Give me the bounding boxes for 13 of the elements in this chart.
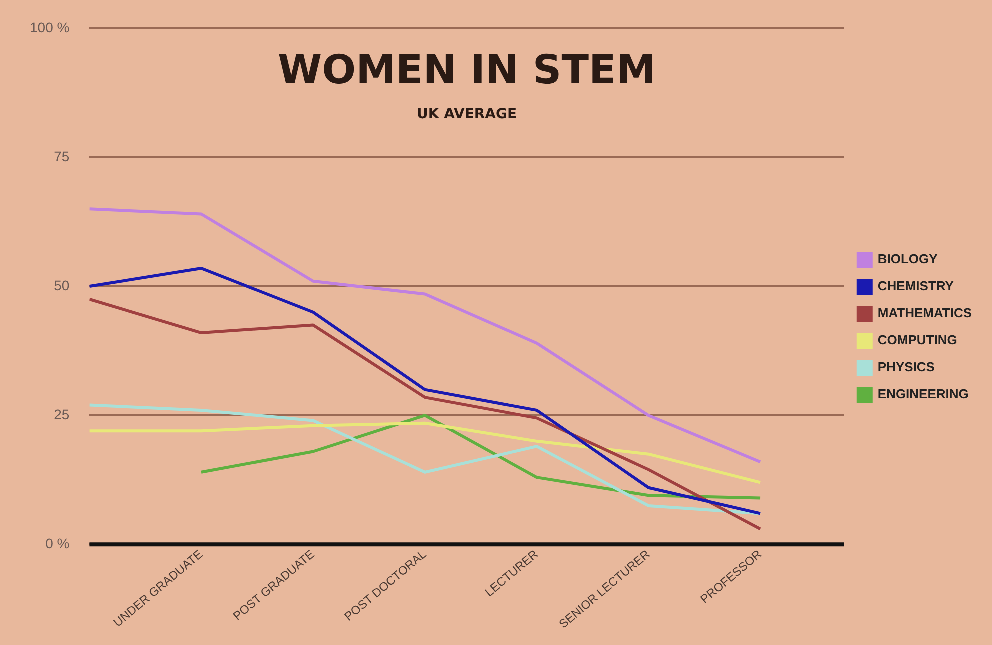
text: UK AVERAGE <box>417 106 518 122</box>
y-tick-label: 0 % <box>46 536 70 552</box>
legend-label: PHYSICS <box>878 360 936 375</box>
y-tick-label: 25 <box>54 406 70 422</box>
y-tick-label: 100 % <box>30 19 70 36</box>
text: WOMEN IN STEM <box>278 47 656 94</box>
legend-label: MATHEMATICS <box>878 306 972 321</box>
y-tick-label: 75 <box>54 148 70 164</box>
y-tick-label: 50 <box>54 277 70 294</box>
legend-label: BIOLOGY <box>878 252 938 267</box>
legend-label: ENGINEERING <box>878 386 969 402</box>
legend-label: COMPUTING <box>878 332 958 348</box>
legend-label: CHEMISTRY <box>878 278 954 294</box>
